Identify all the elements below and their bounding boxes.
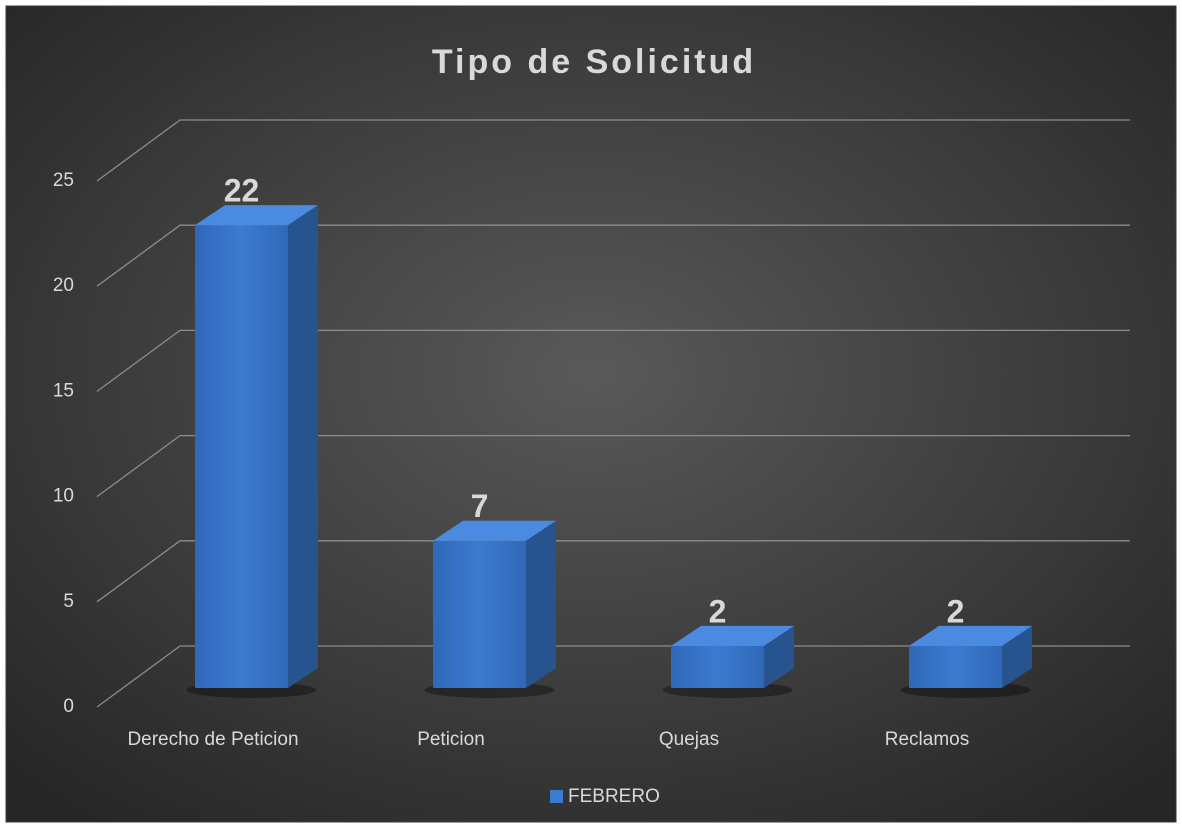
data-label: 22 — [224, 173, 260, 209]
x-tick-label: Quejas — [659, 729, 719, 750]
bar-side — [526, 520, 556, 688]
bar-top — [433, 520, 556, 541]
y-tick-label: 0 — [63, 696, 74, 717]
bar-top — [195, 205, 318, 226]
legend-swatch — [550, 790, 563, 803]
chart-background — [5, 5, 1177, 823]
y-tick-label: 10 — [53, 486, 74, 507]
grid-line — [96, 224, 1130, 287]
y-tick-label: 20 — [53, 275, 74, 296]
grid-line — [96, 119, 1130, 182]
bar-top — [671, 625, 794, 646]
grid-line — [96, 434, 1130, 498]
bar-side — [288, 205, 318, 688]
x-tick-label: Derecho de Peticion — [127, 729, 298, 750]
legend-label: FEBRERO — [568, 786, 660, 807]
bar — [909, 645, 1002, 688]
data-label: 7 — [471, 488, 489, 524]
bar-side — [1002, 625, 1032, 688]
grid-line — [96, 645, 1130, 708]
bar — [433, 540, 526, 688]
grid-line — [96, 329, 1130, 392]
y-tick-label: 5 — [63, 591, 74, 612]
data-label: 2 — [947, 593, 965, 629]
x-tick-label: Reclamos — [885, 729, 969, 750]
grid-line — [96, 540, 1130, 603]
chart-title: Tipo de Solicitud — [432, 43, 756, 81]
bar — [195, 225, 288, 688]
x-tick-label: Peticion — [417, 729, 485, 750]
y-tick-label: 15 — [53, 380, 74, 401]
bar-side — [764, 625, 794, 688]
bar — [671, 645, 764, 688]
bar-top — [909, 625, 1032, 646]
y-tick-label: 25 — [53, 170, 74, 191]
data-label: 2 — [709, 593, 727, 629]
